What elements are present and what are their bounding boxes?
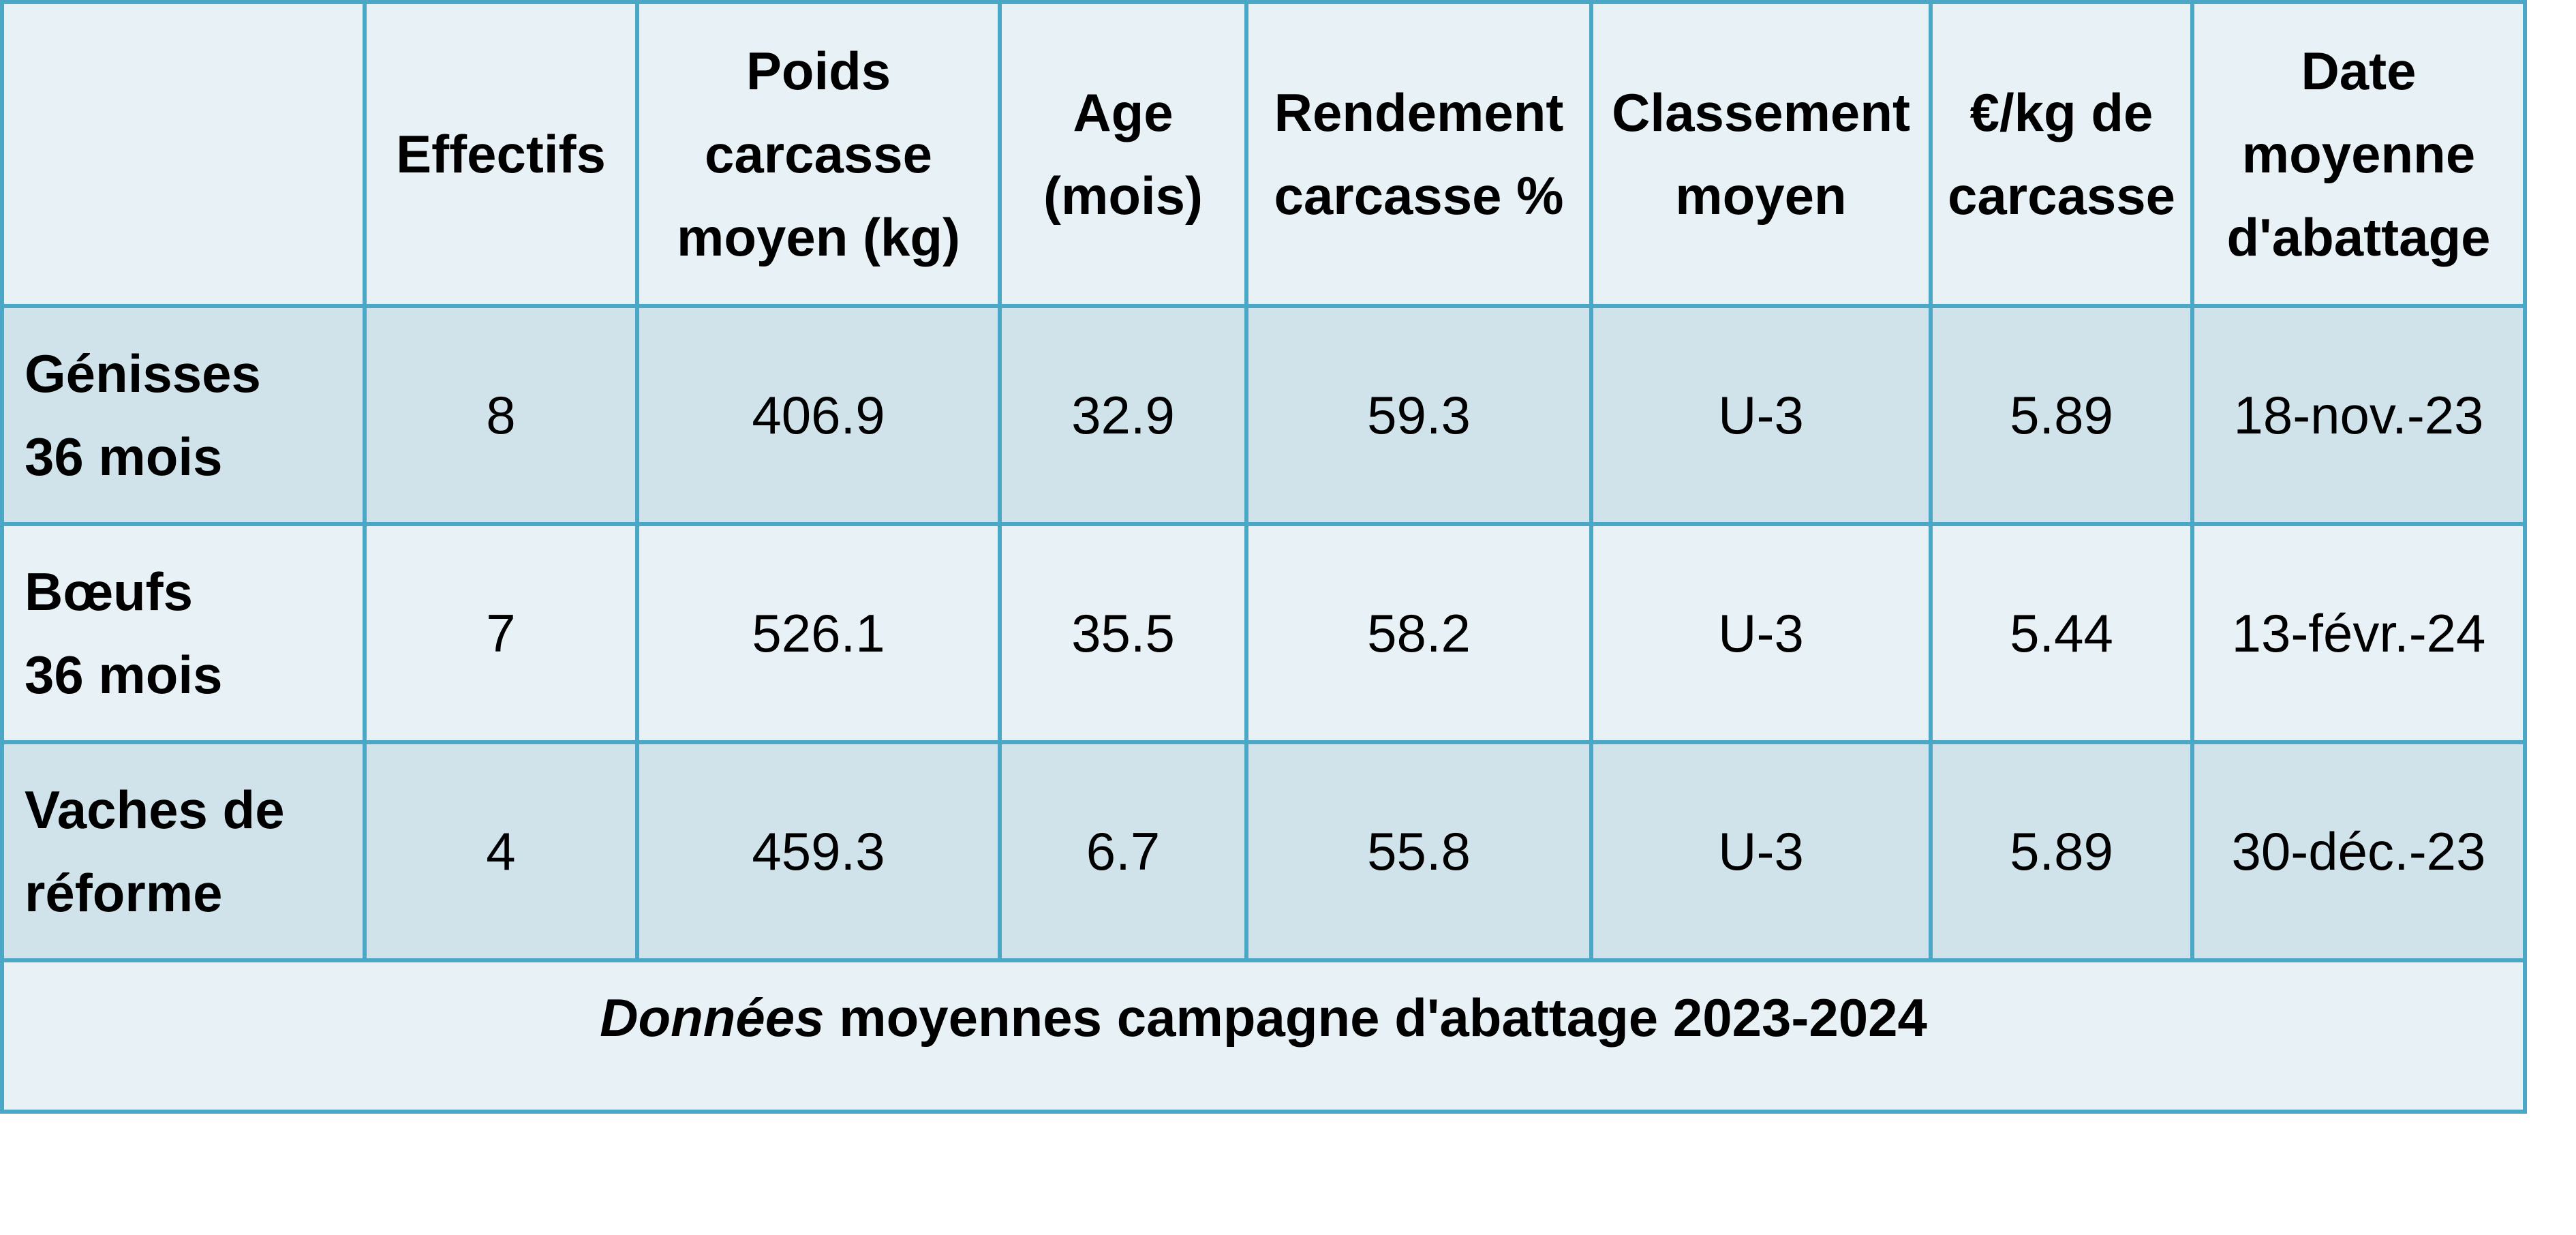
header-rendement: Rendement carcasse % [1244, 0, 1593, 308]
footer-italic-text: Données [600, 988, 825, 1048]
cell-rendement: 58.2 [1244, 522, 1593, 744]
cell-date: 30-déc.-23 [2190, 740, 2527, 962]
row-label: Vaches de réforme [0, 740, 367, 962]
header-prix: €/kg de carcasse [1929, 0, 2194, 308]
cell-classement: U-3 [1589, 522, 1933, 744]
cell-rendement: 55.8 [1244, 740, 1593, 962]
header-classement: Classement moyen [1589, 0, 1933, 308]
cell-date: 13-févr.-24 [2190, 522, 2527, 744]
row-label: Bœufs 36 mois [0, 522, 367, 744]
table-row-boeufs: Bœufs 36 mois 7 526.1 35.5 58.2 U-3 5.44… [0, 522, 2527, 744]
slaughter-results-table: Effectifs Poids carcasse moyen (kg) Age … [0, 0, 2527, 1114]
header-age: Age (mois) [998, 0, 1248, 308]
row-label: Génisses 36 mois [0, 304, 367, 526]
cell-prix: 5.89 [1929, 304, 2194, 526]
header-row: Effectifs Poids carcasse moyen (kg) Age … [0, 0, 2527, 308]
table-row-vaches: Vaches de réforme 4 459.3 6.7 55.8 U-3 5… [0, 740, 2527, 962]
footer-caption: Données moyennes campagne d'abattage 202… [0, 958, 2527, 1114]
cell-age: 35.5 [998, 522, 1248, 744]
header-poids: Poids carcasse moyen (kg) [635, 0, 1002, 308]
header-effectifs: Effectifs [363, 0, 639, 308]
cell-age: 32.9 [998, 304, 1248, 526]
cell-classement: U-3 [1589, 304, 1933, 526]
cell-rendement: 59.3 [1244, 304, 1593, 526]
cell-poids: 406.9 [635, 304, 1002, 526]
footer-text: moyennes campagne d'abattage 2023-2024 [824, 988, 1927, 1048]
cell-poids: 459.3 [635, 740, 1002, 962]
cell-effectifs: 8 [363, 304, 639, 526]
cell-age: 6.7 [998, 740, 1248, 962]
cell-prix: 5.44 [1929, 522, 2194, 744]
table-footer: Données moyennes campagne d'abattage 202… [0, 958, 2527, 1114]
cell-classement: U-3 [1589, 740, 1933, 962]
header-empty [0, 0, 367, 308]
cell-prix: 5.89 [1929, 740, 2194, 962]
cell-effectifs: 7 [363, 522, 639, 744]
cell-date: 18-nov.-23 [2190, 304, 2527, 526]
cell-effectifs: 4 [363, 740, 639, 962]
cell-poids: 526.1 [635, 522, 1002, 744]
table-row-genisses: Génisses 36 mois 8 406.9 32.9 59.3 U-3 5… [0, 304, 2527, 526]
header-date: Date moyenne d'abattage [2190, 0, 2527, 308]
